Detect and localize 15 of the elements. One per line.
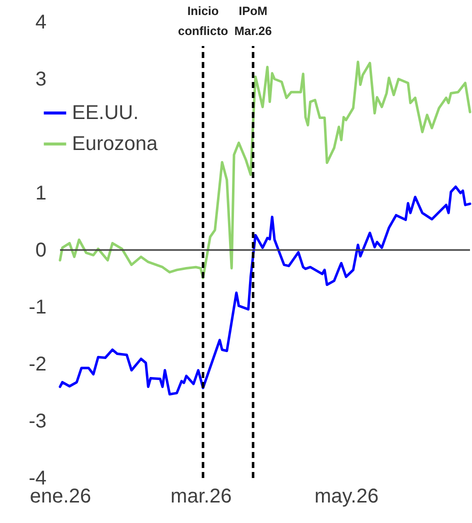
line-series [58,60,472,280]
x-tick-label: mar.26 [170,486,232,508]
legend-label: EE.UU. [72,102,139,124]
y-tick-label: 4 [35,12,46,34]
line-series [58,185,472,396]
y-tick-label: 0 [35,240,46,262]
y-tick-label: -1 [28,296,46,318]
y-tick-label: 1 [35,182,46,204]
y-tick-label: -3 [28,410,46,432]
x-tick-label: may.26 [314,486,379,508]
y-tick-label: 3 [35,68,46,90]
ref-line-label: Inicio conflicto [178,4,228,38]
legend-label: Eurozona [72,133,158,155]
y-tick-label: -2 [28,354,46,376]
ref-line-label: IPoM Mar.26 [234,4,272,38]
